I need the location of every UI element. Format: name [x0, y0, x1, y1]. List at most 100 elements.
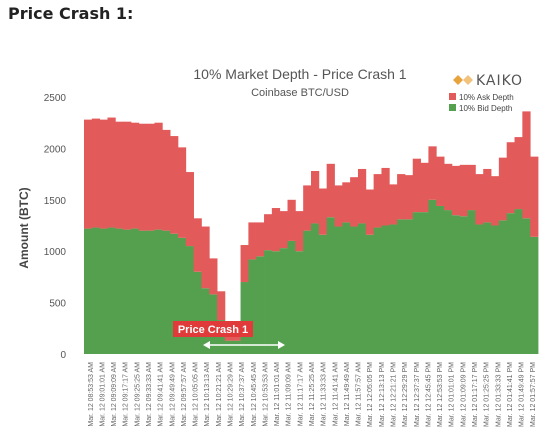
- ask-bar: [326, 163, 335, 218]
- legend: 10% Ask Depth 10% Bid Depth: [449, 93, 514, 113]
- x-tick-label: Mar. 12 12:21:21 PM: [390, 362, 397, 427]
- ask-bar: [514, 137, 523, 210]
- bid-bar: [491, 225, 500, 354]
- bid-bar: [389, 224, 398, 354]
- bid-bar: [412, 212, 421, 354]
- ask-bar: [365, 189, 375, 235]
- x-tick-label: Mar. 12 10:53:53 AM: [262, 362, 269, 427]
- y-tick-label: 2000: [44, 144, 67, 155]
- x-tick-label: Mar. 12 09:25:25 AM: [134, 362, 141, 427]
- x-tick-label: Mar. 12 11:41:41 AM: [332, 362, 339, 426]
- ask-bar: [138, 123, 148, 231]
- y-axis: 0 500 1000 1500 2000 2500: [44, 93, 67, 361]
- x-tick-label: Mar. 12 12:53:53 PM: [437, 362, 444, 427]
- bid-bar: [185, 246, 194, 354]
- bid-bar: [287, 240, 296, 354]
- ask-bar: [217, 291, 226, 321]
- ask-bar: [295, 211, 304, 252]
- bid-bar: [530, 236, 539, 354]
- x-tick-label: Mar. 12 12:13:13 PM: [379, 362, 386, 427]
- bid-bar: [365, 234, 375, 354]
- ask-bar: [483, 168, 492, 223]
- bid-bar: [342, 222, 351, 354]
- legend-label-bid: 10% Bid Depth: [459, 104, 512, 113]
- bid-bar: [271, 251, 281, 354]
- bid-bar: [107, 227, 116, 354]
- ask-bar: [248, 222, 257, 260]
- x-tick-label: Mar. 12 11:33:33 AM: [321, 362, 328, 426]
- x-tick-label: Mar. 12 09:49:49 AM: [169, 362, 176, 427]
- x-tick-label: Mar. 12 01:33:33 PM: [495, 362, 502, 427]
- y-axis-label: Amount (BTC): [17, 187, 31, 268]
- ask-bar: [256, 222, 265, 257]
- ask-bar: [420, 162, 429, 213]
- bid-bar: [224, 340, 234, 354]
- bid-bar: [451, 215, 461, 354]
- bid-bar: [397, 219, 406, 354]
- x-tick-label: Mar. 12 01:09:09 PM: [460, 362, 467, 427]
- kaiko-logo-icon: [453, 75, 473, 85]
- ask-bar: [436, 156, 445, 206]
- page-heading: Price Crash 1:: [8, 4, 134, 23]
- bid-bar: [334, 226, 343, 354]
- ask-bar: [350, 177, 359, 227]
- x-tick-label: Mar. 12 10:21:21 AM: [216, 362, 223, 427]
- bid-bar: [91, 227, 101, 354]
- ask-bar: [506, 142, 515, 214]
- bid-bar: [248, 259, 257, 354]
- x-tick-label: Mar. 12 12:37:37 PM: [414, 362, 421, 427]
- legend-label-ask: 10% Ask Depth: [459, 93, 514, 102]
- ask-bar: [146, 123, 155, 231]
- ask-bar: [107, 117, 116, 228]
- bid-bar: [232, 340, 241, 354]
- bid-bar: [475, 224, 484, 354]
- ask-bar: [201, 226, 210, 289]
- bars-layer: [84, 111, 539, 354]
- bid-bar: [428, 199, 437, 354]
- ask-bar: [177, 147, 187, 238]
- x-tick-label: Mar. 12 09:09:09 AM: [111, 362, 118, 427]
- ask-bar: [279, 211, 288, 249]
- ask-bar: [404, 175, 414, 220]
- y-tick-label: 500: [49, 299, 66, 310]
- x-axis: Mar. 12 08:53:53 AM Mar. 12 09:01:01 AM Ma…: [88, 362, 537, 427]
- ask-bar: [467, 164, 476, 211]
- bid-bar: [115, 228, 124, 354]
- x-tick-label: Mar. 12 09:41:41 AM: [158, 362, 165, 427]
- ask-bar: [115, 121, 124, 229]
- bid-bar: [177, 237, 187, 354]
- x-tick-label: Mar. 12 10:37:37 AM: [239, 362, 246, 427]
- bid-bar: [154, 229, 163, 354]
- annotation-text: Price Crash 1: [178, 324, 248, 336]
- kaiko-logo-text: KAIKO: [476, 73, 523, 89]
- x-tick-label: Mar. 12 01:49:49 PM: [519, 362, 526, 427]
- bid-bar: [138, 230, 148, 354]
- bid-bar: [506, 213, 515, 354]
- ask-bar: [91, 118, 101, 228]
- x-tick-label: Mar. 12 08:53:53 AM: [88, 362, 95, 427]
- bid-bar: [522, 218, 531, 354]
- ask-bar: [381, 167, 390, 226]
- ask-bar: [154, 122, 163, 230]
- ask-bar: [459, 164, 468, 217]
- bid-bar: [295, 251, 304, 354]
- chart-title: 10% Market Depth - Price Crash 1: [193, 66, 406, 82]
- bid-bar: [459, 216, 468, 354]
- bid-bar: [162, 230, 171, 354]
- kaiko-logo: KAIKO: [453, 73, 523, 89]
- bid-bar: [84, 228, 93, 354]
- bid-bar: [483, 222, 492, 354]
- y-tick-label: 0: [60, 350, 66, 361]
- bid-bar: [404, 219, 414, 354]
- bid-bar: [514, 209, 523, 354]
- x-tick-label: Mar. 12 09:57:57 AM: [181, 362, 188, 427]
- bid-bar: [444, 210, 453, 354]
- ask-bar: [99, 119, 108, 229]
- annotation-arrow-right: [278, 341, 285, 349]
- ask-bar: [389, 184, 398, 225]
- y-tick-label: 2500: [44, 93, 67, 104]
- ask-bar: [303, 185, 312, 231]
- x-tick-label: Mar. 12 01:41:41 PM: [507, 362, 514, 427]
- x-tick-label: Mar. 12 09:17:17 AM: [123, 362, 130, 427]
